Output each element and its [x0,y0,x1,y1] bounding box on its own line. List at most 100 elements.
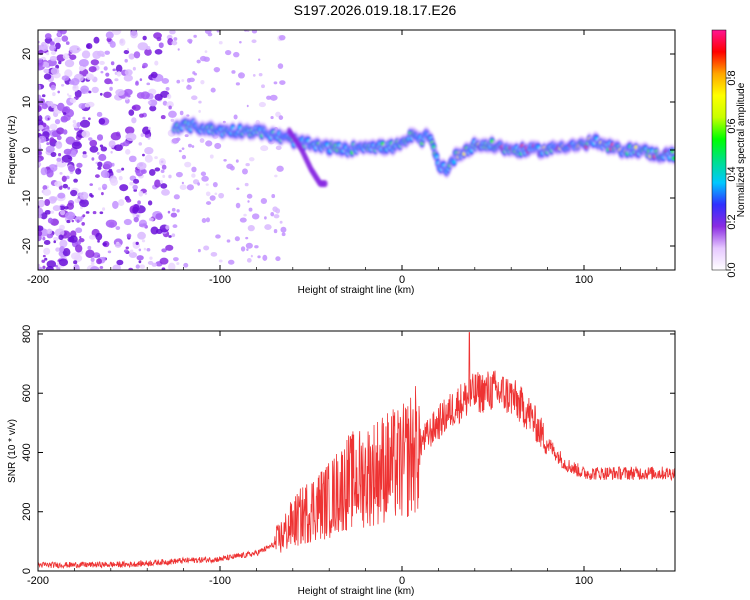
spectrogram-noise-blob [129,249,134,254]
spectrogram-noise-blob [200,171,207,177]
spectrogram-noise-blob [126,233,132,238]
spectrogram-noise-blob [118,175,123,181]
spectrogram-noise-blob [54,180,62,187]
spectrogram-noise-blob [68,215,74,221]
spectrogram-noise-blob [186,184,194,191]
spectrogram-noise-blob [171,233,176,238]
spectrogram-noise-blob [65,136,76,145]
spectrogram-noise-blob [273,81,278,85]
spectrogram-noise-blob [175,137,181,142]
spectrogram-noise-blob [209,195,216,201]
spectrogram-noise-blob [135,264,140,269]
spectrogram-noise-blob [38,230,43,237]
spectrogram-noise-blob [243,213,247,217]
spectrogram-noise-blob [57,192,66,199]
spectrogram-noise-blob [40,167,48,176]
spectrogram-noise-blob [124,69,133,76]
spectrogram-noise-blob [199,138,205,143]
spectrogram-noise-blob [78,65,85,72]
spectrogram-noise-blob [251,30,258,34]
snr-panel: -200 -100 0 100 0 200 400 600 800 Height of str… [7,325,676,597]
spectrogram-noise-blob [61,75,70,81]
spectrogram-noise-blob [38,225,44,232]
spectrogram-noise-blob [258,101,267,108]
spectrogram-noise-blob [100,146,108,152]
spectrogram-noise-blob [50,67,60,75]
spectrogram-noise-blob [154,179,161,188]
spectrogram-noise-blob [149,105,157,112]
spectrogram-noise-blob [85,211,90,214]
spectrogram-noise-blob [38,115,43,122]
spectrogram-noise-blob [59,239,68,248]
spectrogram-noise-blob [87,245,92,250]
spectrogram-noise-blob [71,141,82,150]
spectrogram-noise-blob [82,153,88,159]
spectrogram-noise-blob [79,235,82,239]
spectrogram-noise-blob [97,166,102,170]
spectrogram-noise-blob [245,162,250,167]
spectrogram-noise-blob [68,165,76,172]
spectrogram-noise-blob [97,161,103,168]
snr-x-tick-label: -100 [209,575,231,587]
spectrogram-noise-blob [212,181,218,188]
spectrogram-noise-blob [191,145,195,148]
spectrogram-noise-blob [62,53,70,60]
spectrogram-noise-blob [275,208,281,214]
spectrogram-noise-blob [245,242,253,249]
spectrogram-noise-blob [110,178,119,186]
spectrogram-noise-blob [118,199,125,207]
spectrogram-noise-blob [165,224,170,230]
spectrogram-noise-blob [114,144,123,152]
snr-y-ticks: 0 200 400 600 800 [21,325,675,574]
spectrogram-noise-blob [167,210,171,214]
spectrogram-noise-blob [76,121,81,128]
spectrogram-noise-blob [197,248,201,253]
snr-x-label: Height of straight line (km) [298,586,415,597]
spectrogram-noise-blob [246,258,252,263]
spectrogram-noise-blob [187,143,192,148]
spectrogram-noise-blob [46,232,54,239]
spectrogram-noise-blob [186,78,191,83]
spectrogram-noise-blob [148,217,154,222]
spectrogram-noise-blob [150,71,158,79]
spectrogram-noise-blob [41,259,46,263]
spectrogram-noise-blob [50,196,58,202]
spectrogram-noise-blob [55,42,61,50]
spectrogram-noise-blob [137,42,149,51]
spectrogram-y-tick-label: 20 [21,48,33,60]
spectrogram-noise-blob [133,51,141,59]
spectrogram-noise-blob [115,88,125,96]
spectrogram-noise-blob [53,37,62,43]
spectrogram-noise-blob [141,239,146,243]
spectrogram-noise-blob [246,30,250,33]
spectrogram-noise-blob [196,59,201,64]
spectrogram-noise-blob [78,102,87,109]
spectrogram-noise-blob [264,216,267,220]
spectrogram-noise-blob [84,102,91,108]
spectrogram-noise-blob [162,174,166,178]
spectrogram-noise-blob [173,37,178,41]
spectrogram-noise-blob [38,124,44,131]
spectrogram-noise-blob [165,87,170,91]
spectrogram-noise-blob [210,251,218,257]
spectrogram-noise-blob [96,258,102,265]
spectrogram-noise-blob [69,98,77,104]
spectrogram-noise-blob [63,148,73,156]
spectrogram-noise-blob [226,239,231,243]
spectrogram-noise-blob [42,265,46,269]
spectrogram-noise-blob [40,41,47,50]
colorbar-tick-label: 0.0 [726,262,738,277]
spectrogram-noise-blob [54,119,61,125]
spectrogram-noise-blob [100,70,104,74]
spectrogram-noise-blob [58,60,62,65]
spectrogram-noise-blob [165,244,174,251]
spectrogram-noise-blob [278,34,286,41]
spectrogram-noise-blob [43,68,50,74]
spectrogram-noise-blob [135,81,139,86]
spectrogram-x-tick-label: -200 [27,274,49,286]
colorbar-label: Normalized spectral amplitude [736,82,747,217]
spectrogram-noise-blob [111,30,122,36]
spectrogram-noise-blob [137,200,141,205]
spectrogram-noise-blob [133,178,140,184]
spectrogram-noise-blob [38,94,42,100]
